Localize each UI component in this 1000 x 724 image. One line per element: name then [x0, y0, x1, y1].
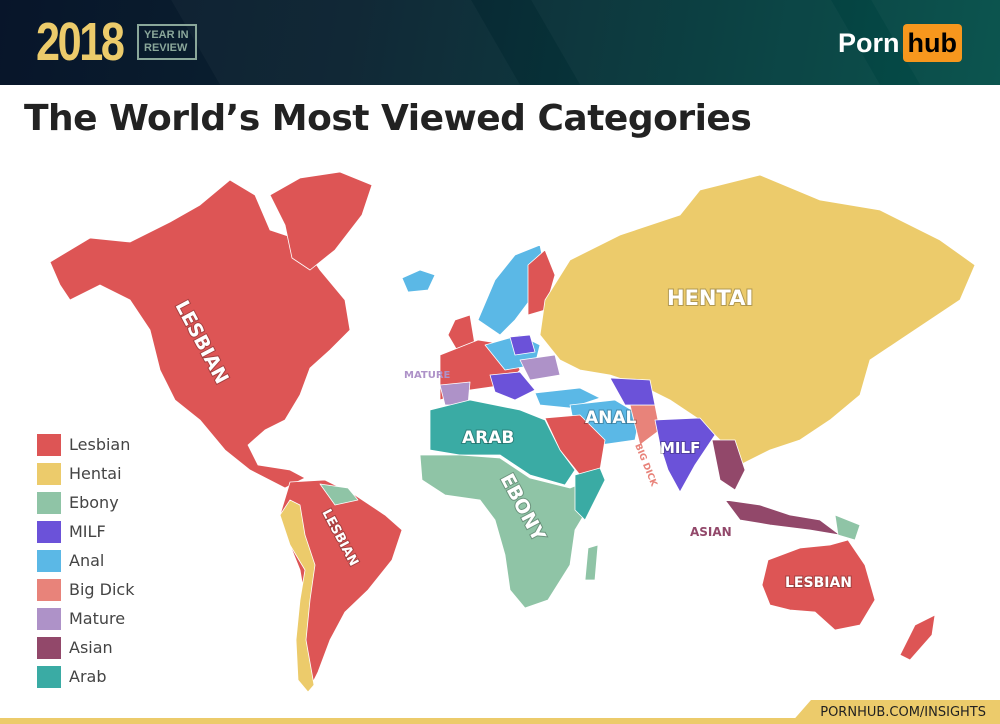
- legend-label: Arab: [69, 667, 107, 686]
- badge-line-2: REVIEW: [144, 42, 188, 54]
- label-mature: MATURE: [404, 370, 451, 381]
- swatch: [37, 607, 61, 630]
- label-milf: MILF: [660, 439, 700, 457]
- legend-label: Asian: [69, 638, 113, 657]
- region-south-america: [279, 479, 403, 693]
- region-png: [834, 514, 861, 541]
- legend-label: Big Dick: [69, 580, 135, 599]
- badge-line-1: YEAR IN: [144, 29, 189, 41]
- swatch: [37, 636, 61, 659]
- region-venezuela: [319, 483, 359, 506]
- region-greenland: [269, 171, 373, 271]
- region-africa: [419, 454, 596, 609]
- logo-text: Porn: [838, 27, 900, 58]
- region-poland: [509, 334, 536, 356]
- label-lesbian-australia: LESBIAN: [785, 575, 852, 591]
- logo-badge: hub: [902, 24, 962, 62]
- region-southeast-asia: [711, 439, 746, 491]
- legend-label: Anal: [69, 551, 105, 570]
- label-anal: ANAL: [585, 408, 637, 428]
- region-peru-chile: [279, 499, 316, 693]
- region-north-america: [49, 179, 351, 489]
- legend-label: Lesbian: [69, 435, 131, 454]
- legend-item-ebony: Ebony: [37, 488, 135, 517]
- legend-item-arab: Arab: [37, 662, 135, 691]
- region-new-zealand: [899, 614, 936, 661]
- legend-item-hentai: Hentai: [37, 459, 135, 488]
- region-indonesia: [724, 499, 841, 536]
- year-in-review-badge: YEAR IN REVIEW: [137, 24, 197, 60]
- region-iceland: [401, 269, 436, 293]
- legend: Lesbian Hentai Ebony MILF Anal Big Dick …: [37, 430, 135, 691]
- swatch: [37, 665, 61, 688]
- footer-link[interactable]: PORNHUB.COM/INSIGHTS: [820, 705, 986, 720]
- label-hentai: HENTAI: [667, 286, 753, 310]
- year-label: 2018: [36, 12, 125, 72]
- legend-item-big-dick: Big Dick: [37, 575, 135, 604]
- label-asian: ASIAN: [690, 525, 732, 539]
- swatch: [37, 549, 61, 572]
- legend-item-mature: Mature: [37, 604, 135, 633]
- swatch: [37, 578, 61, 601]
- legend-label: Ebony: [69, 493, 119, 512]
- legend-item-milf: MILF: [37, 517, 135, 546]
- legend-item-asian: Asian: [37, 633, 135, 662]
- page-title: The World’s Most Viewed Categories: [24, 98, 752, 139]
- label-arab: ARAB: [462, 428, 514, 448]
- pornhub-logo[interactable]: Porn hub: [838, 24, 962, 62]
- swatch: [37, 433, 61, 456]
- region-central-asia: [609, 377, 656, 406]
- region-horn-africa: [574, 467, 606, 521]
- legend-item-anal: Anal: [37, 546, 135, 575]
- footer-tag: [790, 700, 1000, 724]
- legend-item-lesbian: Lesbian: [37, 430, 135, 459]
- footer-bar: [0, 718, 1000, 724]
- region-north-africa: [429, 399, 576, 486]
- region-ukraine: [519, 354, 561, 381]
- legend-label: MILF: [69, 522, 106, 541]
- swatch: [37, 520, 61, 543]
- region-madagascar: [584, 544, 599, 581]
- header-banner: 2018 YEAR IN REVIEW Porn hub: [0, 0, 1000, 85]
- region-australia: [761, 539, 876, 631]
- legend-label: Mature: [69, 609, 126, 628]
- swatch: [37, 462, 61, 485]
- legend-label: Hentai: [69, 464, 122, 483]
- label-big-dick: BIG DICK: [632, 442, 659, 489]
- swatch: [37, 491, 61, 514]
- region-balkans: [489, 371, 536, 401]
- region-india: [654, 417, 716, 493]
